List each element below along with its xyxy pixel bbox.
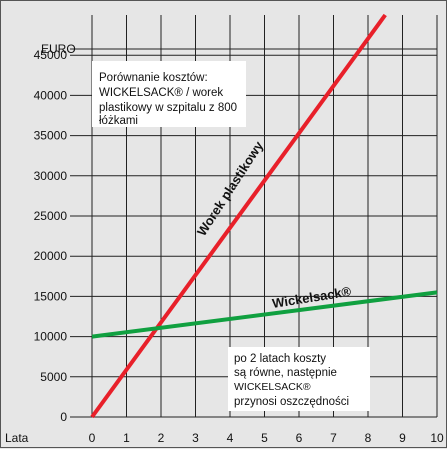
y-tick-label-25000: 25000 bbox=[34, 209, 68, 223]
annotation-boxes: Porównanie kosztów: WICKELSACK® / worek … bbox=[92, 61, 370, 411]
top-note-line-3: plastikowy w szpitalu z 800 bbox=[99, 102, 237, 114]
bottom-note-line-2: są równe, następnie bbox=[234, 367, 337, 379]
y-tick-label-35000: 35000 bbox=[34, 129, 68, 143]
top-note-box bbox=[92, 61, 246, 127]
bottom-note-line-4: przynosi oszczędności bbox=[234, 396, 349, 408]
x-tick-label-8: 8 bbox=[365, 431, 372, 445]
series-line-0 bbox=[90, 13, 387, 419]
x-tick-label-7: 7 bbox=[330, 431, 337, 445]
y-axis-title: EURO bbox=[41, 42, 76, 56]
bottom-note-line-1: po 2 latach koszty bbox=[234, 353, 326, 365]
series-lines bbox=[90, 13, 438, 419]
x-tick-label-1: 1 bbox=[123, 431, 130, 445]
x-tick-label-9: 9 bbox=[399, 431, 406, 445]
top-note-line-2: WICKELSACK® / worek bbox=[99, 87, 223, 99]
y-tick-label-40000: 40000 bbox=[34, 88, 68, 102]
y-tick-label-5000: 5000 bbox=[40, 370, 67, 384]
y-tick-label-10000: 10000 bbox=[34, 330, 68, 344]
x-tick-label-5: 5 bbox=[261, 431, 268, 445]
top-note-line-1: Porównanie kosztów: bbox=[99, 72, 208, 84]
x-tick-label-6: 6 bbox=[296, 431, 303, 445]
x-tick-label-10: 10 bbox=[430, 431, 444, 445]
axis-labels: EURO Lata 0 1 2 3 4 5 6 7 8 9 10 0 5000 10000 15000 200… bbox=[5, 42, 444, 445]
x-tick-label-0: 0 bbox=[89, 431, 96, 445]
series-line-1 bbox=[91, 290, 438, 339]
series-labels: Worek plastikowy Wickelsack® bbox=[194, 138, 353, 311]
x-axis-title: Lata bbox=[5, 431, 29, 445]
y-tick-label-45000: 45000 bbox=[34, 48, 68, 62]
y-tick-label-30000: 30000 bbox=[34, 169, 68, 183]
bottom-note-box bbox=[228, 347, 370, 411]
y-tick-label-20000: 20000 bbox=[34, 249, 68, 263]
bottom-note-line-3: WICKELSACK® bbox=[234, 381, 311, 393]
top-note-line-4: łóżkami bbox=[99, 115, 138, 127]
x-tick-label-3: 3 bbox=[192, 431, 199, 445]
y-tick-label-15000: 15000 bbox=[34, 289, 68, 303]
x-tick-label-4: 4 bbox=[227, 431, 234, 445]
y-tick-label-0: 0 bbox=[60, 410, 67, 424]
x-tick-label-2: 2 bbox=[158, 431, 165, 445]
